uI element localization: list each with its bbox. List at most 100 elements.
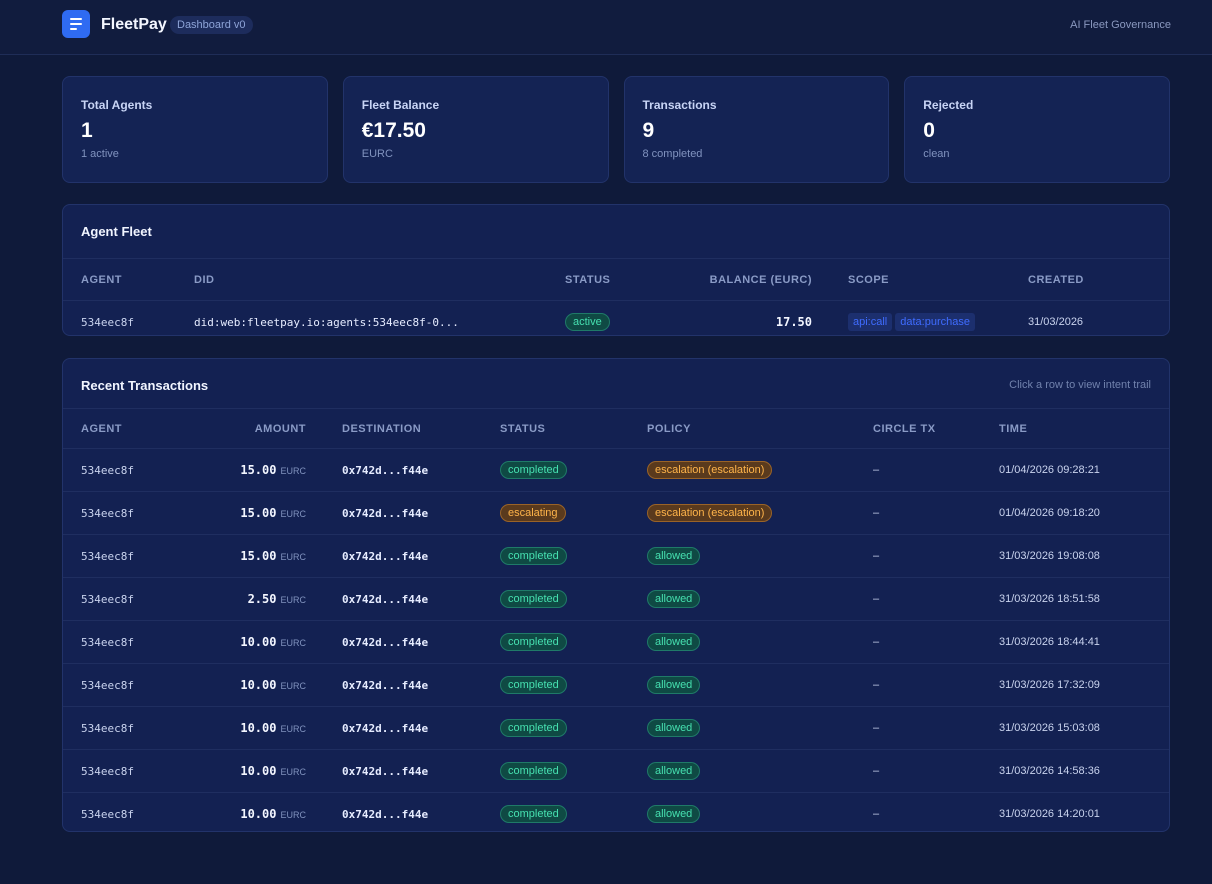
tx-time: 31/03/2026 18:44:41	[965, 620, 1169, 664]
status-cell: active	[565, 300, 660, 335]
tx-circle-tx: –	[839, 620, 965, 664]
tx-status-cell: completed	[465, 448, 613, 492]
panel-hint: Click a row to view intent trail	[1009, 379, 1151, 391]
policy-badge: allowed	[647, 633, 701, 651]
col-header-amount[interactable]: AMOUNT	[194, 408, 306, 449]
status-badge: active	[565, 313, 610, 332]
tx-amount-cell: 10.00 EURC	[194, 792, 306, 831]
tx-amount: 10.00	[240, 807, 277, 822]
transaction-row[interactable]: 534eec8f 15.00 EURC 0x742d...f44e escalat…	[63, 491, 1169, 535]
tx-unit: EURC	[280, 638, 306, 648]
tx-time: 31/03/2026 18:51:58	[965, 577, 1169, 621]
version-badge: Dashboard v0	[170, 16, 253, 34]
col-header-circle-tx[interactable]: CIRCLE TX	[839, 408, 965, 449]
tx-circle-tx: –	[839, 792, 965, 831]
tx-amount: 15.00	[240, 506, 277, 520]
col-header-status[interactable]: STATUS	[565, 258, 660, 301]
tx-destination: 0x742d...f44e	[306, 749, 465, 793]
tx-time: 31/03/2026 14:58:36	[965, 749, 1169, 793]
tx-agent-id: 534eec8f	[63, 792, 194, 831]
tx-time: 31/03/2026 14:20:01	[965, 792, 1169, 831]
tx-time: 31/03/2026 17:32:09	[965, 663, 1169, 707]
tx-status-cell: completed	[465, 792, 613, 831]
scope-tag: data:purchase	[895, 313, 975, 332]
status-badge: completed	[500, 805, 567, 824]
status-badge: completed	[500, 633, 567, 651]
tx-status-cell: completed	[465, 620, 613, 664]
tx-circle-tx: –	[839, 448, 965, 492]
tx-unit: EURC	[280, 466, 306, 476]
stat-card-fleet-balance: Fleet Balance €17.50 EURC	[342, 76, 609, 183]
tx-amount-cell: 2.50 EURC	[194, 577, 306, 621]
col-header-time[interactable]: TIME	[965, 408, 1169, 449]
stat-sub: EURC	[361, 148, 393, 160]
col-header-scope[interactable]: SCOPE	[812, 258, 1028, 301]
col-header-agent[interactable]: AGENT	[63, 258, 194, 301]
recent-transactions-panel: Recent Transactions Click a row to view …	[62, 358, 1170, 832]
transaction-row[interactable]: 534eec8f 10.00 EURC 0x742d...f44e complet…	[63, 792, 1169, 831]
tx-policy-cell: allowed	[613, 663, 839, 707]
col-header-destination[interactable]: DESTINATION	[306, 408, 465, 449]
tx-amount: 15.00	[240, 463, 277, 477]
tx-amount: 10.00	[240, 764, 277, 778]
status-badge: completed	[500, 590, 567, 608]
tx-amount: 10.00	[240, 721, 277, 735]
tx-policy-cell: allowed	[613, 534, 839, 578]
stat-card-rejected: Rejected 0 clean	[904, 76, 1170, 183]
agent-did: did:web:fleetpay.io:agents:534eec8f-0...	[194, 300, 565, 335]
policy-badge: allowed	[647, 762, 701, 780]
tx-unit: EURC	[280, 810, 306, 821]
fleetpay-logo-icon[interactable]	[62, 10, 90, 38]
tx-amount: 15.00	[240, 549, 277, 563]
transaction-row[interactable]: 534eec8f 15.00 EURC 0x742d...f44e complet…	[63, 534, 1169, 578]
tx-agent-id: 534eec8f	[63, 706, 194, 750]
tx-circle-tx: –	[839, 491, 965, 535]
transaction-row[interactable]: 534eec8f 10.00 EURC 0x742d...f44e complet…	[63, 663, 1169, 707]
transaction-row[interactable]: 534eec8f 10.00 EURC 0x742d...f44e complet…	[63, 620, 1169, 664]
stat-label: Total Agents	[81, 98, 153, 112]
agent-id: 534eec8f	[63, 300, 194, 335]
col-header-status[interactable]: STATUS	[465, 408, 613, 449]
col-header-created[interactable]: CREATED	[1028, 258, 1169, 301]
stat-value: €17.50	[361, 119, 426, 142]
col-header-agent[interactable]: AGENT	[63, 408, 194, 449]
stat-label: Fleet Balance	[361, 98, 440, 112]
policy-badge: allowed	[647, 805, 701, 824]
brand-name[interactable]: FleetPay	[101, 16, 167, 33]
header-tagline: AI Fleet Governance	[1070, 19, 1171, 31]
tx-amount: 2.50	[247, 592, 277, 606]
col-header-policy[interactable]: POLICY	[613, 408, 839, 449]
tx-amount-cell: 10.00 EURC	[194, 706, 306, 750]
stat-label: Rejected	[923, 98, 974, 112]
col-header-balance[interactable]: BALANCE (EURC)	[660, 258, 812, 301]
tx-unit: EURC	[280, 767, 306, 777]
tx-status-cell: escalating	[465, 491, 613, 535]
table-row[interactable]: 534eec8f did:web:fleetpay.io:agents:534e…	[63, 300, 1169, 335]
tx-destination: 0x742d...f44e	[306, 792, 465, 831]
transactions-table: AGENT AMOUNT DESTINATION STATUS POLICY C…	[63, 408, 1169, 831]
tx-policy-cell: allowed	[613, 792, 839, 831]
tx-circle-tx: –	[839, 749, 965, 793]
tx-destination: 0x742d...f44e	[306, 706, 465, 750]
status-badge: escalating	[500, 504, 566, 522]
status-badge: completed	[500, 719, 567, 737]
stat-card-total-agents: Total Agents 1 1 active	[62, 76, 328, 183]
tx-circle-tx: –	[839, 663, 965, 707]
tx-agent-id: 534eec8f	[63, 620, 194, 664]
tx-amount: 10.00	[240, 635, 277, 649]
transaction-row[interactable]: 534eec8f 2.50 EURC 0x742d...f44e complete…	[63, 577, 1169, 621]
tx-destination: 0x742d...f44e	[306, 663, 465, 707]
tx-amount-cell: 15.00 EURC	[194, 534, 306, 578]
tx-agent-id: 534eec8f	[63, 577, 194, 621]
stat-sub: clean	[923, 148, 950, 160]
col-header-did[interactable]: DID	[194, 258, 565, 301]
agent-balance: 17.50	[660, 300, 812, 335]
tx-agent-id: 534eec8f	[63, 749, 194, 793]
transaction-row[interactable]: 534eec8f 10.00 EURC 0x742d...f44e complet…	[63, 749, 1169, 793]
tx-unit: EURC	[280, 509, 306, 519]
tx-status-cell: completed	[465, 534, 613, 578]
transaction-row[interactable]: 534eec8f 15.00 EURC 0x742d...f44e complet…	[63, 448, 1169, 492]
tx-amount-cell: 10.00 EURC	[194, 663, 306, 707]
stat-card-transactions: Transactions 9 8 completed	[623, 76, 890, 183]
transaction-row[interactable]: 534eec8f 10.00 EURC 0x742d...f44e complet…	[63, 706, 1169, 750]
